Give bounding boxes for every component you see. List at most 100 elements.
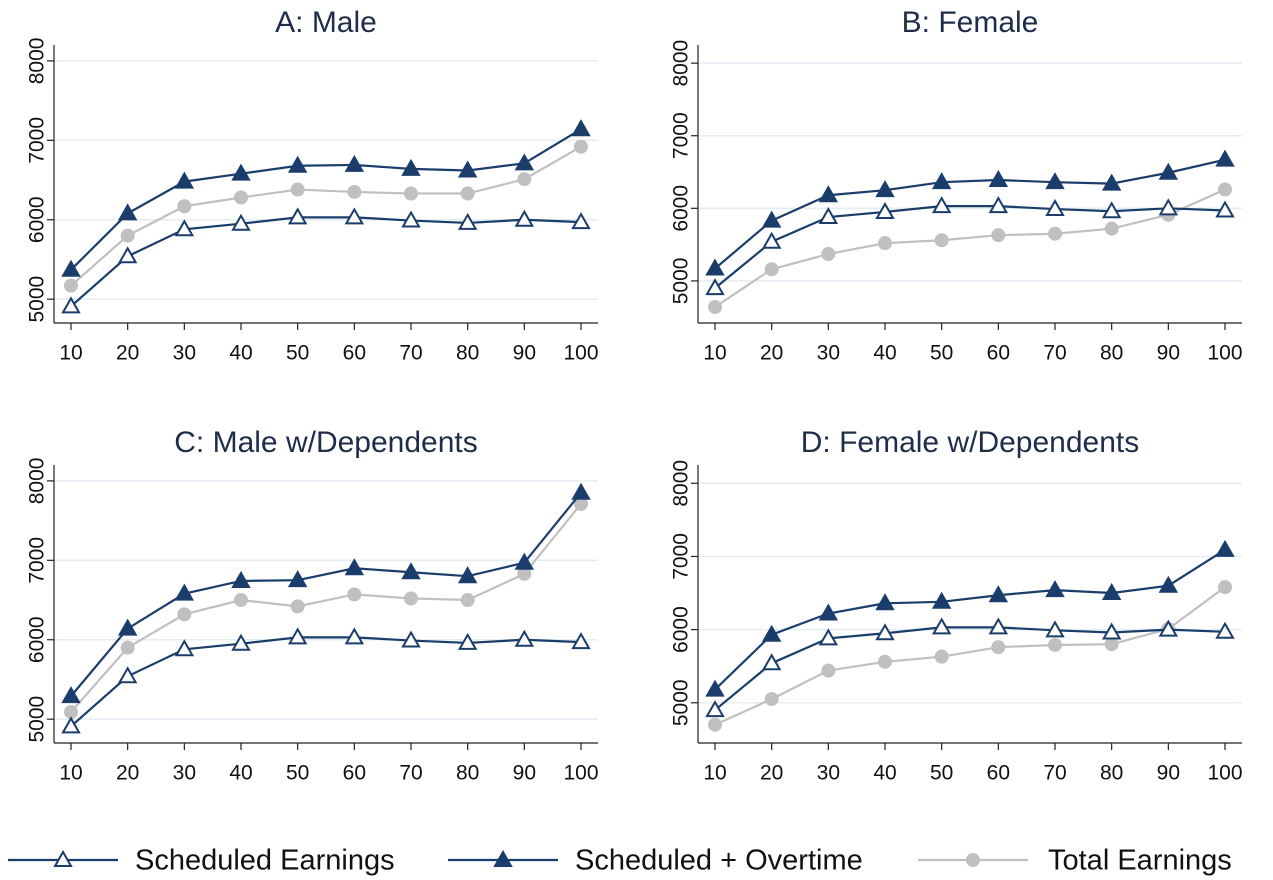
- x-tick-label: 50: [930, 762, 953, 785]
- legend-item: Scheduled + Overtime: [448, 845, 863, 877]
- point: [234, 593, 248, 608]
- point: [1045, 580, 1065, 598]
- point: [231, 213, 251, 231]
- x-tick-label: 40: [229, 342, 252, 365]
- y-tick-label: 8000: [670, 40, 693, 87]
- x-tick-label: 10: [59, 342, 82, 365]
- point: [818, 603, 839, 621]
- series-line: [714, 158, 1226, 270]
- series-line: [714, 548, 1226, 691]
- legend-label: Scheduled Earnings: [135, 845, 395, 877]
- x-tick-label: 70: [399, 342, 422, 365]
- point: [764, 692, 779, 707]
- point: [344, 207, 365, 225]
- y-tick-label: 8000: [670, 460, 693, 507]
- point: [875, 593, 895, 611]
- point: [1101, 201, 1122, 219]
- x-tick-label: 90: [513, 342, 536, 365]
- point: [931, 172, 952, 190]
- point: [571, 482, 591, 500]
- point: [290, 182, 305, 197]
- point: [174, 171, 195, 189]
- series-line: [714, 188, 1226, 308]
- x-tick-label: 30: [173, 762, 196, 785]
- point: [117, 203, 138, 221]
- series-line: [70, 145, 582, 287]
- point: [761, 653, 782, 671]
- point: [1215, 149, 1235, 167]
- y-tick-label: 5000: [26, 276, 49, 323]
- legend-label: Scheduled + Overtime: [575, 845, 863, 877]
- point: [514, 153, 535, 171]
- x-tick-label: 60: [987, 762, 1010, 785]
- point: [1215, 539, 1235, 557]
- point: [174, 219, 195, 237]
- point: [878, 654, 892, 669]
- point: [1104, 637, 1119, 652]
- chart-title: B: Female: [902, 6, 1039, 39]
- x-tick-label: 90: [1157, 342, 1180, 365]
- point: [1101, 622, 1122, 640]
- y-tick-label: 7000: [670, 533, 693, 580]
- point: [61, 296, 81, 314]
- point: [934, 649, 949, 664]
- point: [177, 199, 192, 214]
- x-tick-label: 10: [703, 342, 726, 365]
- point: [287, 207, 308, 225]
- x-tick-label: 100: [1207, 342, 1242, 365]
- point: [61, 716, 81, 734]
- point: [234, 190, 248, 205]
- x-tick-label: 100: [1207, 762, 1242, 785]
- x-tick-label: 70: [1043, 762, 1066, 785]
- point: [821, 663, 836, 678]
- point: [1158, 198, 1179, 216]
- y-tick-label: 6000: [670, 606, 693, 653]
- point: [1215, 200, 1235, 218]
- chart-title: A: Male: [275, 6, 377, 39]
- x-tick-label: 80: [456, 342, 479, 365]
- point: [457, 212, 478, 230]
- point: [878, 236, 892, 251]
- x-tick-label: 90: [513, 762, 536, 785]
- y-tick-label: 5000: [670, 258, 693, 305]
- series-line: [70, 128, 582, 271]
- point: [1158, 619, 1179, 637]
- point: [401, 630, 421, 648]
- y-tick-label: 7000: [670, 112, 693, 159]
- x-tick-label: 60: [343, 342, 366, 365]
- point: [61, 259, 81, 277]
- legend-label: Total Earnings: [1048, 845, 1232, 877]
- point: [1215, 621, 1235, 639]
- point: [571, 119, 591, 137]
- point: [991, 640, 1006, 655]
- point: [708, 300, 722, 315]
- point: [401, 562, 421, 580]
- point: [1048, 637, 1062, 652]
- point: [705, 679, 725, 697]
- point: [1045, 172, 1065, 190]
- chart-title: D: Female w/Dependents: [801, 426, 1140, 459]
- point: [571, 212, 591, 230]
- x-tick-label: 50: [286, 342, 309, 365]
- point: [574, 139, 588, 154]
- x-tick-label: 30: [173, 342, 196, 365]
- point: [1218, 182, 1232, 197]
- point: [457, 160, 478, 178]
- point: [347, 587, 362, 602]
- y-tick-label: 5000: [670, 679, 693, 726]
- x-tick-label: 20: [760, 762, 783, 785]
- point: [514, 629, 535, 647]
- point: [64, 278, 78, 293]
- point: [1101, 583, 1122, 601]
- x-tick-label: 60: [987, 342, 1010, 365]
- point: [401, 210, 421, 228]
- point: [1045, 199, 1065, 217]
- point: [818, 185, 839, 203]
- x-tick-label: 20: [116, 762, 139, 785]
- point: [705, 258, 725, 276]
- point: [761, 231, 782, 249]
- point: [991, 228, 1006, 243]
- point: [174, 583, 195, 601]
